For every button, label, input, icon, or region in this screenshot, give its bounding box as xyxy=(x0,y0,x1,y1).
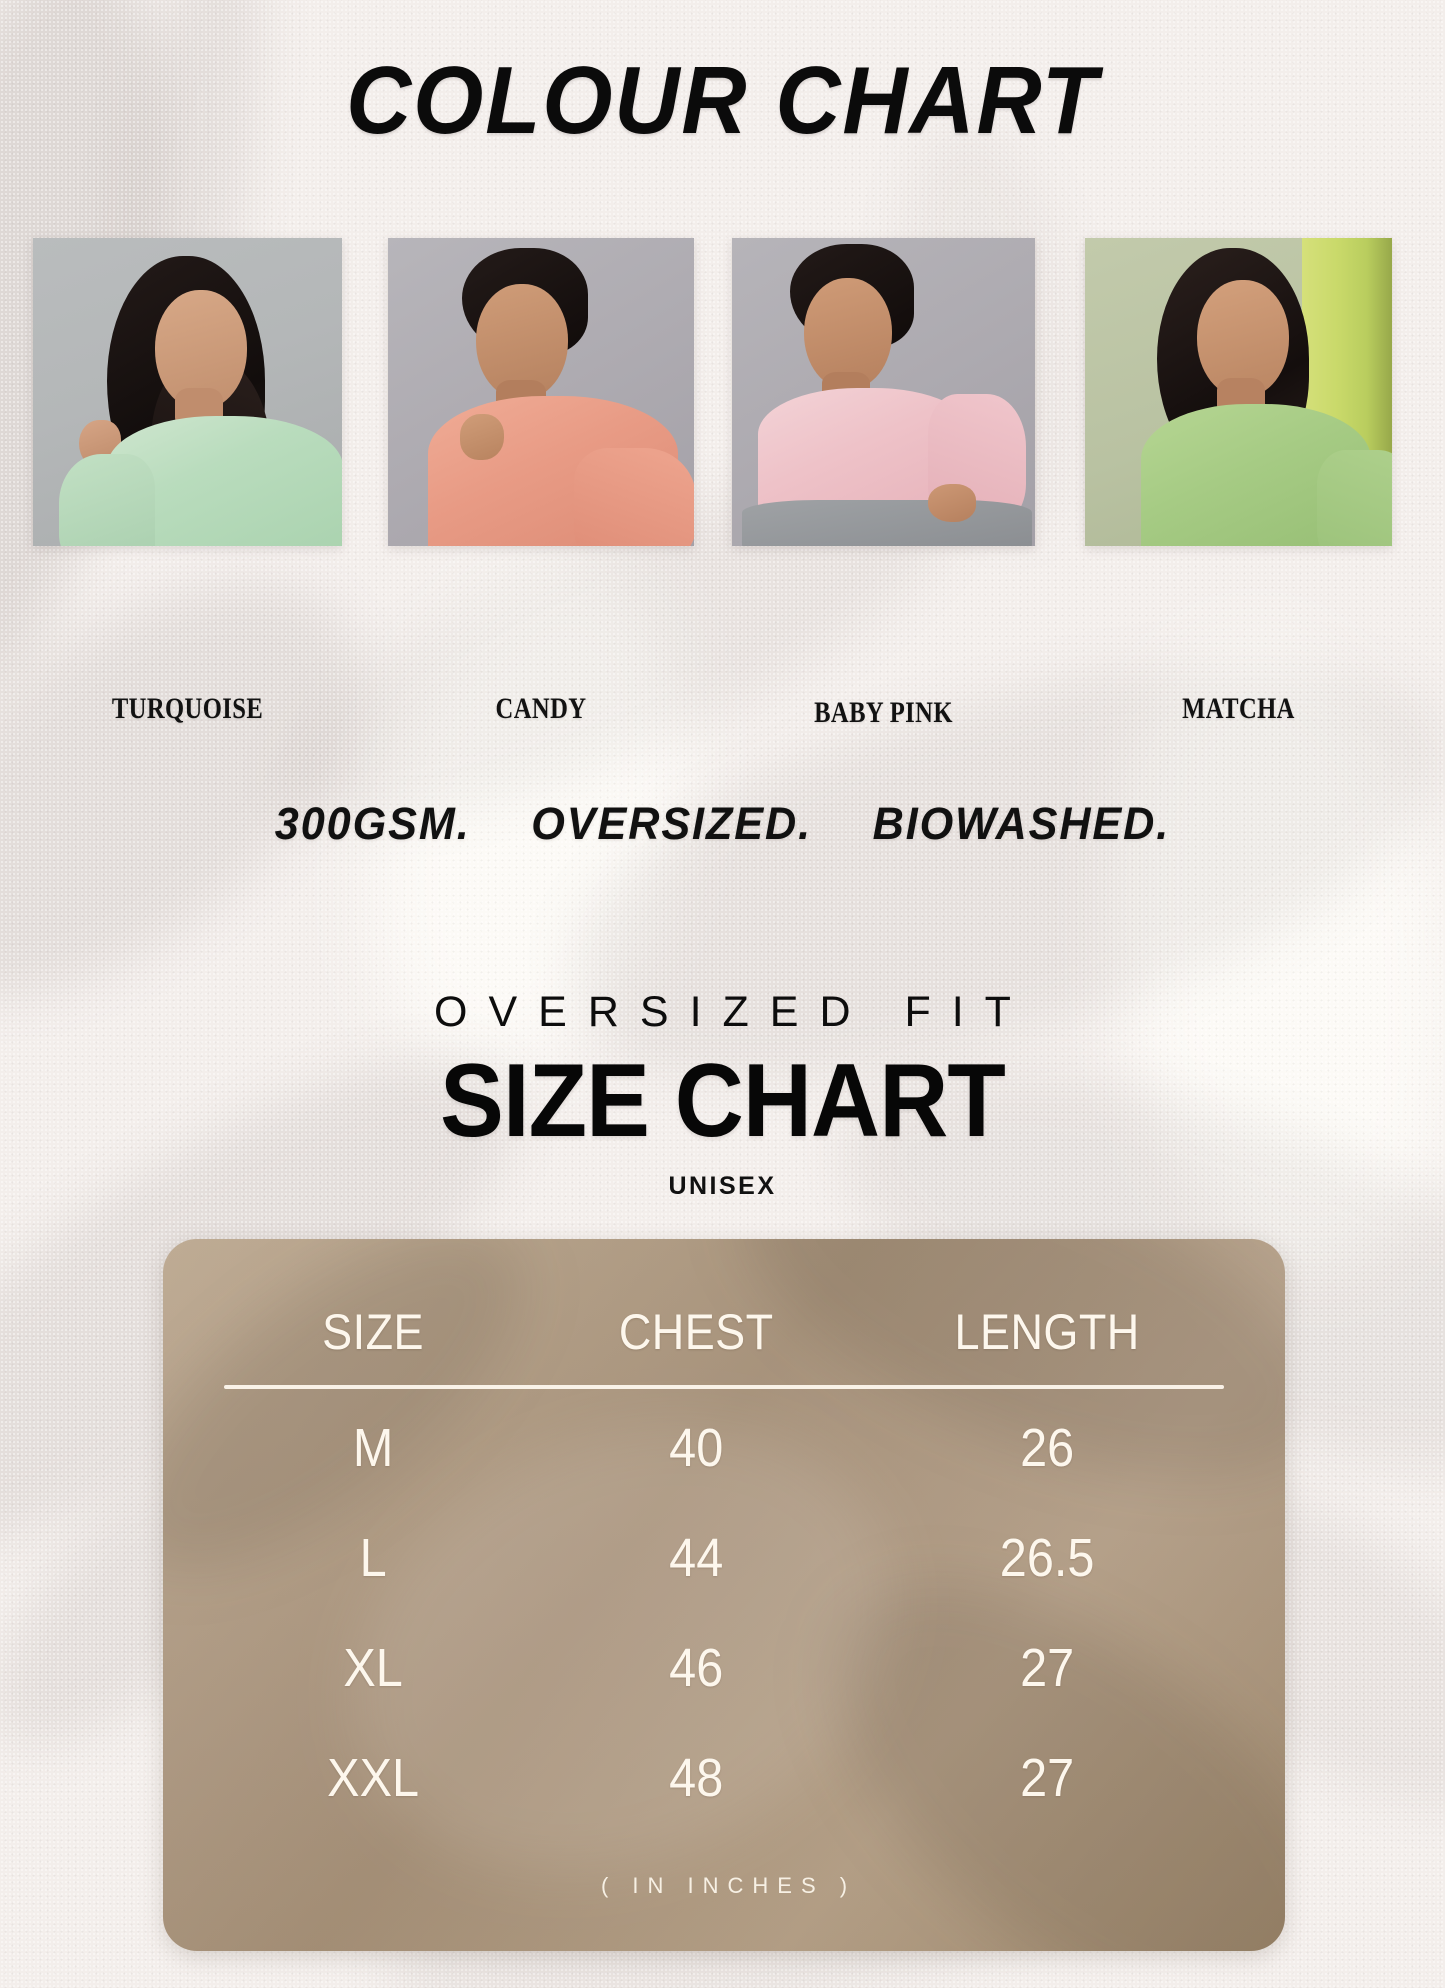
tagline-biowashed: BIOWASHED. xyxy=(872,798,1171,849)
table-row: XL 46 27 xyxy=(219,1637,1229,1699)
product-feature-tagline: 300GSM. OVERSIZED. BIOWASHED. xyxy=(29,798,1416,850)
cell-length: 26.5 xyxy=(999,1528,1095,1588)
cell-size: M xyxy=(352,1418,394,1478)
column-header-size: SIZE xyxy=(322,1304,425,1360)
cell-size: L xyxy=(359,1528,387,1588)
colour-photo-turquoise[interactable] xyxy=(33,238,342,546)
size-chart-table: SIZE CHEST LENGTH M 40 26 L 44 26.5 XL xyxy=(163,1239,1285,1951)
cell-chest: 46 xyxy=(669,1638,724,1698)
cell-length: 27 xyxy=(1020,1638,1075,1698)
colour-photo-matcha[interactable] xyxy=(1085,238,1392,546)
table-row: L 44 26.5 xyxy=(219,1527,1229,1589)
colour-label-turquoise: TURQUOISE xyxy=(111,692,264,725)
colour-label-candy: CANDY xyxy=(495,692,587,725)
model-photo-baby-pink xyxy=(732,238,1035,546)
header-divider xyxy=(224,1385,1224,1389)
size-chart-title: SIZE CHART xyxy=(440,1043,1006,1159)
cell-chest: 40 xyxy=(669,1418,724,1478)
cell-chest: 48 xyxy=(669,1748,724,1808)
size-chart-card: SIZE CHEST LENGTH M 40 26 L 44 26.5 XL xyxy=(163,1239,1285,1951)
model-photo-matcha xyxy=(1085,238,1392,546)
colour-label-row: TURQUOISE CANDY BABY PINK MATCHA xyxy=(0,692,1445,748)
size-chart-subtitle: UNISEX xyxy=(668,1172,777,1200)
size-chart-kicker: OVERSIZED FIT xyxy=(434,988,1032,1036)
column-header-chest: CHEST xyxy=(618,1304,774,1360)
column-header-length: LENGTH xyxy=(954,1304,1140,1360)
colour-photo-baby-pink[interactable] xyxy=(732,238,1035,546)
table-row: M 40 26 xyxy=(219,1417,1229,1479)
cell-chest: 44 xyxy=(669,1528,724,1588)
colour-label-matcha: MATCHA xyxy=(1182,692,1295,725)
tagline-oversized: OVERSIZED. xyxy=(531,798,813,849)
table-header-row: SIZE CHEST LENGTH xyxy=(219,1303,1229,1361)
cell-size: XXL xyxy=(327,1748,420,1808)
tagline-gsm: 300GSM. xyxy=(274,798,471,849)
cell-size: XL xyxy=(343,1638,403,1698)
model-photo-candy xyxy=(388,238,694,546)
model-photo-turquoise xyxy=(33,238,342,546)
colour-photo-candy[interactable] xyxy=(388,238,694,546)
units-note: ( IN INCHES ) xyxy=(600,1873,857,1898)
colour-photo-strip xyxy=(0,238,1445,546)
table-row: XXL 48 27 xyxy=(219,1747,1229,1809)
page-title: COLOUR CHART xyxy=(346,47,1099,154)
cell-length: 27 xyxy=(1020,1748,1075,1808)
cell-length: 26 xyxy=(1020,1418,1075,1478)
colour-label-baby-pink: BABY PINK xyxy=(814,696,953,729)
